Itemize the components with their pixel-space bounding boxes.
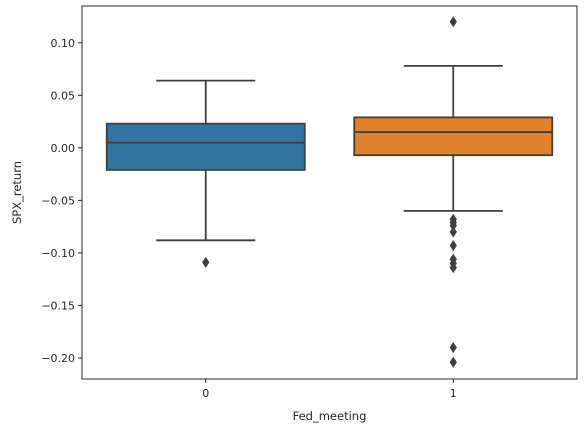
x-tick-label: 0 (202, 387, 209, 400)
y-tick-label: −0.10 (41, 247, 75, 260)
x-axis-label: Fed_meeting (293, 409, 367, 423)
outlier-point (449, 356, 457, 368)
outlier-point (202, 256, 210, 268)
plot-area (105, 16, 554, 368)
iqr-box (353, 116, 554, 157)
y-tick-label: 0.10 (51, 37, 76, 50)
y-tick-label: 0.05 (51, 89, 76, 102)
outlier-point (449, 262, 457, 274)
outlier-point (449, 226, 457, 238)
box-group-0 (105, 79, 306, 268)
x-tick-label: 1 (450, 387, 457, 400)
y-tick-label: −0.05 (41, 194, 75, 207)
axes-frame (81, 5, 578, 380)
outlier-point (449, 16, 457, 28)
iqr-box (105, 122, 306, 171)
outlier-point (449, 341, 457, 354)
outlier-point (449, 240, 457, 252)
box-group-1 (353, 16, 554, 368)
y-tick-label: −0.15 (41, 299, 75, 312)
y-tick-label: 0.00 (51, 142, 76, 155)
y-axis: 0.10 0.05 0.00 −0.05 −0.10 −0.15 −0.20 (41, 37, 82, 365)
y-axis-label: SPX_return (10, 161, 24, 224)
y-tick-label: −0.20 (41, 352, 75, 365)
